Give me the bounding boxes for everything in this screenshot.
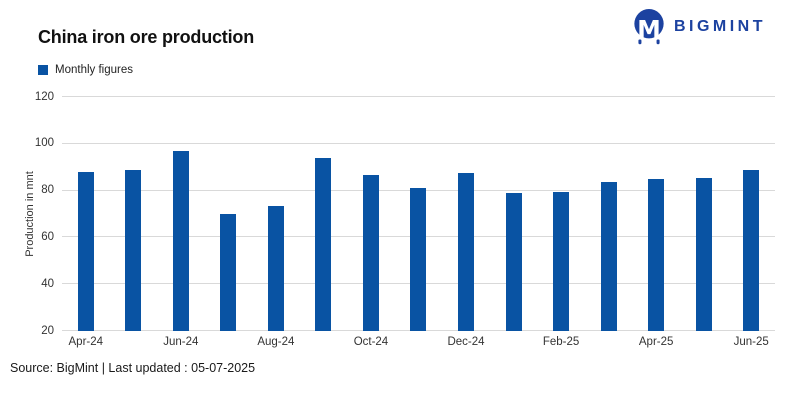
x-tick-label: Aug-24 xyxy=(257,336,295,348)
bar-slot xyxy=(537,97,585,331)
bar-slot xyxy=(205,97,253,331)
gridline xyxy=(62,142,775,144)
bar-Jul-24 xyxy=(220,214,237,331)
x-tick-label: Dec-24 xyxy=(447,336,485,348)
bar-slot xyxy=(727,97,775,331)
x-tick-label: Jun-24 xyxy=(163,336,199,348)
x-tick-label xyxy=(110,336,158,348)
bar-Nov-24 xyxy=(410,188,427,331)
bar-Dec-24 xyxy=(458,173,475,331)
bar-Sep-24 xyxy=(315,157,332,331)
legend: Monthly figures xyxy=(38,64,133,76)
bar-Jun-25 xyxy=(743,169,760,331)
bar-series xyxy=(62,97,775,331)
bar-slot xyxy=(62,97,110,331)
legend-swatch xyxy=(38,65,48,75)
bar-Apr-24 xyxy=(77,171,94,331)
x-axis-tick-labels: Apr-24 Jun-24 Aug-24 Oct-24 Dec-24 Feb-25 Apr-… xyxy=(62,336,775,348)
x-tick-label: Jun-25 xyxy=(733,336,769,348)
legend-label: Monthly figures xyxy=(55,64,133,76)
bar-slot xyxy=(395,97,443,331)
x-tick-label xyxy=(300,336,348,348)
bar-slot xyxy=(252,97,300,331)
bigmint-logo: M BIGMINT xyxy=(632,8,766,46)
gridline xyxy=(62,96,775,97)
bar-Mar-25 xyxy=(600,182,617,331)
x-tick-label xyxy=(205,336,253,348)
y-tick-label: 20 xyxy=(41,324,54,337)
chart-title: China iron ore production xyxy=(38,27,254,47)
bigmint-logo-icon: M xyxy=(634,9,664,45)
y-tick-label: 120 xyxy=(34,90,54,103)
x-tick-label: Apr-25 xyxy=(638,336,674,348)
source-note: Source: BigMint | Last updated : 05-07-2… xyxy=(10,361,256,375)
bar-slot xyxy=(347,97,395,331)
x-tick-label xyxy=(395,336,443,348)
bar-Aug-24 xyxy=(267,205,284,331)
x-tick-label: Feb-25 xyxy=(542,336,580,348)
bar-Feb-25 xyxy=(553,191,570,331)
bar-slot xyxy=(110,97,158,331)
bar-Jun-24 xyxy=(172,150,189,331)
svg-text:M: M xyxy=(637,15,661,43)
bar-Oct-24 xyxy=(362,175,379,331)
y-tick-label: 60 xyxy=(41,230,54,243)
y-tick-label: 80 xyxy=(41,183,54,196)
y-tick-label: 100 xyxy=(34,137,54,150)
x-tick-label xyxy=(490,336,538,348)
bar-Apr-25 xyxy=(648,178,665,331)
bar-slot xyxy=(442,97,490,331)
bar-slot xyxy=(490,97,538,331)
x-tick-label xyxy=(585,336,633,348)
x-tick-label: Oct-24 xyxy=(353,336,389,348)
x-tick-label xyxy=(680,336,728,348)
bar-slot xyxy=(632,97,680,331)
bar-slot xyxy=(680,97,728,331)
bar-slot xyxy=(585,97,633,331)
bar-May-24 xyxy=(125,169,142,331)
y-tick-label: 40 xyxy=(41,277,54,290)
bar-May-25 xyxy=(695,177,712,331)
bar-slot xyxy=(157,97,205,331)
bigmint-logo-text: BIGMINT xyxy=(673,18,766,35)
x-tick-label: Apr-24 xyxy=(68,336,104,348)
bar-slot xyxy=(300,97,348,331)
bar-Jan-25 xyxy=(505,192,522,331)
plot-area: 20 40 60 80 100 120 xyxy=(35,91,775,336)
